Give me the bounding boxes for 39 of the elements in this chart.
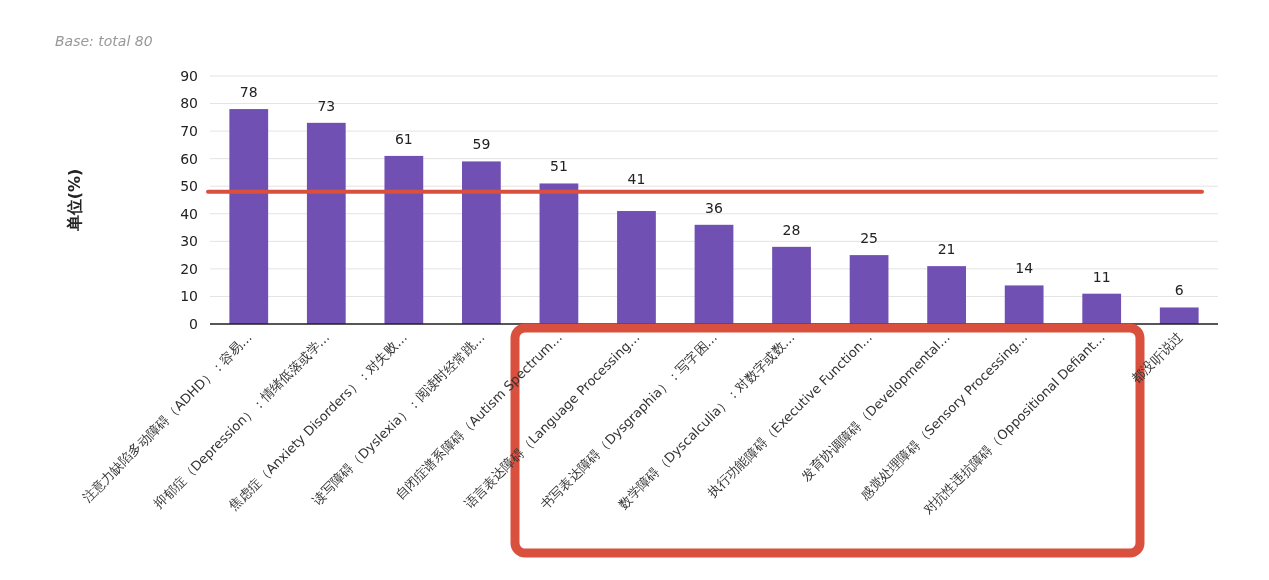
bar bbox=[694, 224, 734, 324]
y-tick-label: 50 bbox=[180, 178, 198, 195]
data-label: 73 bbox=[317, 97, 336, 114]
bar bbox=[462, 161, 501, 324]
bar bbox=[539, 183, 579, 324]
y-axis-title: 单位(%) bbox=[65, 168, 84, 233]
data-label: 14 bbox=[1015, 260, 1034, 277]
data-label: 11 bbox=[1092, 268, 1111, 285]
bar bbox=[849, 255, 889, 324]
y-tick-label: 90 bbox=[180, 67, 198, 84]
bar bbox=[927, 266, 966, 324]
data-label: 28 bbox=[782, 221, 801, 238]
data-label: 51 bbox=[550, 158, 568, 175]
data-label: 36 bbox=[705, 199, 723, 216]
bar bbox=[306, 122, 346, 324]
bar bbox=[772, 246, 811, 324]
data-label: 6 bbox=[1174, 282, 1184, 299]
y-tick-label: 20 bbox=[180, 260, 198, 277]
bar bbox=[1159, 307, 1199, 324]
x-tick-label: 都没听说过 bbox=[1128, 329, 1186, 387]
data-label: 25 bbox=[860, 230, 878, 247]
y-tick-label: 60 bbox=[180, 150, 198, 167]
bar bbox=[229, 109, 269, 324]
y-tick-label: 0 bbox=[189, 315, 198, 332]
bar bbox=[617, 211, 656, 324]
bar bbox=[384, 155, 424, 324]
y-tick-label: 40 bbox=[180, 205, 198, 222]
y-tick-label: 80 bbox=[180, 95, 198, 112]
y-tick-label: 10 bbox=[180, 288, 198, 305]
y-tick-label: 70 bbox=[180, 123, 198, 140]
data-label: 61 bbox=[394, 130, 413, 147]
bar bbox=[1082, 293, 1122, 324]
text: Base: total 80 bbox=[55, 33, 153, 49]
data-label: 59 bbox=[472, 136, 491, 153]
data-label: 78 bbox=[239, 84, 258, 101]
data-label: 41 bbox=[627, 170, 646, 187]
bar bbox=[1004, 285, 1044, 324]
data-label: 21 bbox=[937, 241, 956, 258]
y-tick-label: 30 bbox=[180, 233, 198, 250]
